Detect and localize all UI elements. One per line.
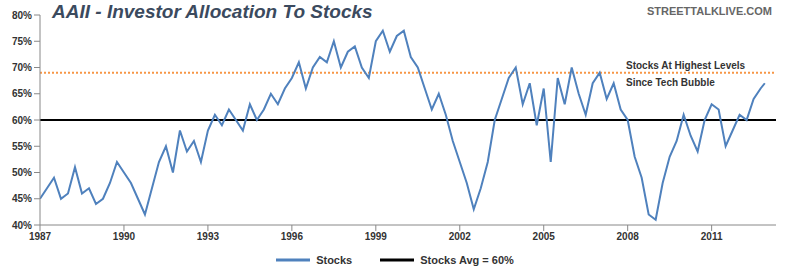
svg-text:65%: 65% xyxy=(12,88,32,99)
svg-text:2005: 2005 xyxy=(533,231,556,242)
svg-text:40%: 40% xyxy=(12,220,32,231)
svg-text:1990: 1990 xyxy=(113,231,136,242)
svg-text:1999: 1999 xyxy=(365,231,388,242)
html-text:AAII - Investor Allocation To: AAII - Investor Allocation To Stocks xyxy=(52,1,373,22)
html-text:Stocks: Stocks xyxy=(316,254,353,266)
svg-text:Since Tech Bubble: Since Tech Bubble xyxy=(626,77,715,88)
svg-text:Stocks At Highest Levels: Stocks At Highest Levels xyxy=(626,60,746,71)
svg-text:70%: 70% xyxy=(12,62,32,73)
svg-text:1987: 1987 xyxy=(29,231,52,242)
svg-text:75%: 75% xyxy=(12,36,32,47)
svg-text:80%: 80% xyxy=(12,10,32,21)
svg-text:2008: 2008 xyxy=(617,231,640,242)
svg-text:45%: 45% xyxy=(12,193,32,204)
svg-text:2011: 2011 xyxy=(701,231,723,242)
html-text:STREETTALKLIVE.COM: STREETTALKLIVE.COM xyxy=(646,5,772,17)
svg-text:55%: 55% xyxy=(12,141,32,152)
svg-text:60%: 60% xyxy=(12,115,32,126)
svg-text:1993: 1993 xyxy=(197,231,220,242)
html-text:Stocks Avg = 60%: Stocks Avg = 60% xyxy=(420,254,514,266)
svg-text:1996: 1996 xyxy=(281,231,304,242)
svg-text:2002: 2002 xyxy=(449,231,472,242)
svg-text:50%: 50% xyxy=(12,167,32,178)
